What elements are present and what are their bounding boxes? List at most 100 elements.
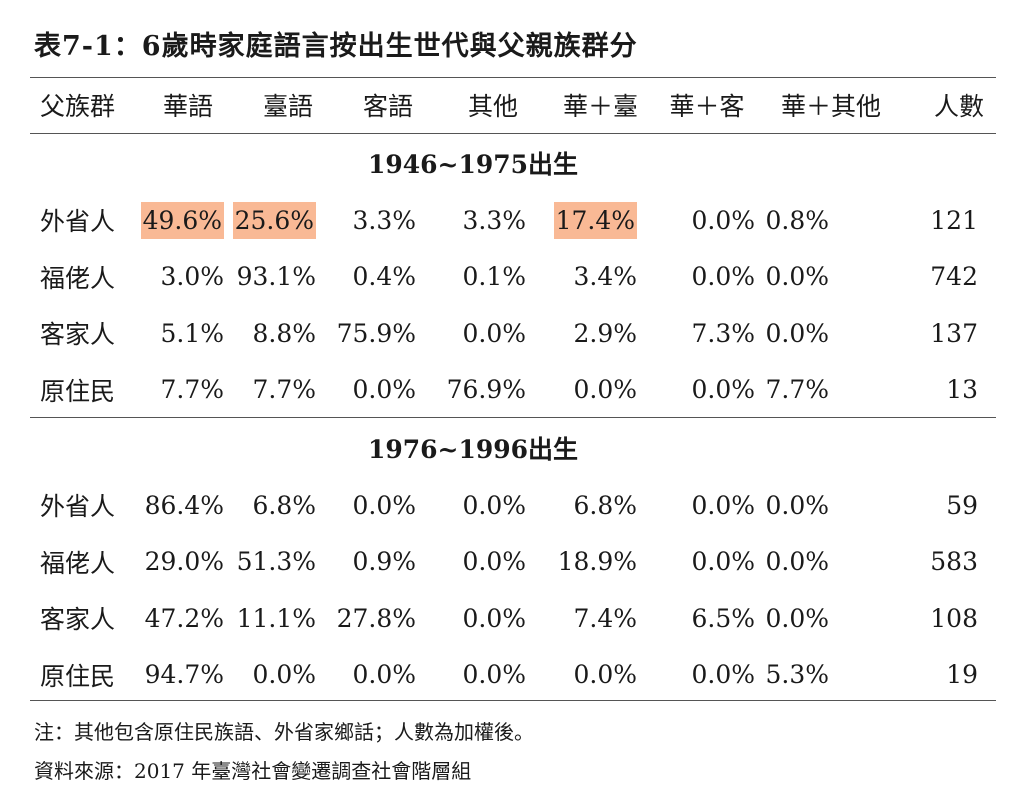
row-group-label: 客家人	[40, 605, 116, 635]
cell-value: 47.2%	[144, 603, 224, 633]
row-group-label: 外省人	[40, 207, 116, 237]
table-cell: 0.0%	[653, 647, 761, 704]
row-count: 121	[930, 205, 978, 235]
table-cell: 0.0%	[653, 534, 761, 591]
table-cell: 0.0%	[761, 590, 901, 647]
table-cell: 7.4%	[548, 590, 653, 647]
column-header-other: 其他	[467, 92, 518, 121]
row-group-label: 原住民	[40, 661, 116, 691]
table-cell: 3.3%	[438, 192, 548, 249]
table-row: 客家人 5.1% 8.8% 75.9% 0.0% 2.9% 7.3% 0.0% 137	[30, 305, 996, 362]
table-cell: 7.3%	[653, 305, 761, 362]
table-cell: 0.8%	[761, 192, 901, 249]
cell-value: 0.0%	[462, 318, 526, 348]
top-rule	[30, 77, 996, 78]
table-cell: 0.0%	[761, 249, 901, 306]
table-cell: 0.0%	[653, 362, 761, 419]
cell-value: 6.8%	[573, 490, 637, 520]
cell-value: 0.0%	[765, 318, 829, 348]
cell-value: 0.0%	[462, 603, 526, 633]
row-count: 13	[946, 375, 978, 405]
cell-value: 0.0%	[691, 660, 755, 690]
cell-value: 0.0%	[462, 660, 526, 690]
period-label: 1946~1975出生	[367, 149, 579, 179]
table-cell: 76.9%	[438, 362, 548, 419]
table-cell: 3.3%	[338, 192, 438, 249]
table-cell: 6.8%	[548, 477, 653, 534]
header-rule	[30, 133, 996, 134]
cell-value: 5.1%	[160, 318, 224, 348]
row-count: 19	[946, 660, 978, 690]
cell-value: 0.0%	[352, 660, 416, 690]
cell-value: 86.4%	[144, 490, 224, 520]
table-cell: 0.0%	[438, 590, 548, 647]
cell-value: 3.3%	[352, 205, 416, 235]
column-header-mandarin-taiwanese: 華＋臺	[562, 92, 638, 121]
cell-value: 3.3%	[462, 205, 526, 235]
table-cell: 0.0%	[653, 477, 761, 534]
period-row: 1976~1996出生	[30, 418, 996, 477]
cell-value: 5.3%	[765, 660, 829, 690]
table-cell: 0.0%	[338, 362, 438, 419]
period-label: 1976~1996出生	[367, 434, 579, 464]
table-cell: 7.7%	[238, 362, 338, 419]
cell-value: 0.0%	[765, 547, 829, 577]
cell-value: 0.4%	[352, 262, 416, 292]
cell-value: 0.0%	[462, 547, 526, 577]
cell-value: 0.0%	[691, 205, 755, 235]
cell-value: 0.0%	[765, 490, 829, 520]
highlighted-value: 49.6%	[140, 201, 224, 239]
table-cell: 51.3%	[237, 534, 338, 591]
row-group-label: 原住民	[40, 376, 116, 406]
table-cell: 6.8%	[238, 477, 338, 534]
table-cell: 47.2%	[138, 590, 238, 647]
table-cell: 0.0%	[761, 477, 901, 534]
row-count: 59	[946, 490, 978, 520]
header-row: 父族群 華語 臺語 客語 其他 華＋臺 華＋客 華＋其他 人數	[30, 77, 996, 133]
highlighted-value: 25.6%	[232, 201, 316, 239]
table-cell: 3.0%	[138, 249, 238, 306]
table-cell: 11.1%	[236, 590, 338, 647]
cell-value: 7.3%	[691, 318, 755, 348]
table-row: 原住民 7.7% 7.7% 0.0% 76.9% 0.0% 0.0% 7.7% 13	[30, 362, 996, 419]
cell-value: 0.8%	[765, 205, 829, 235]
table-cell: 25.6%	[232, 192, 338, 249]
cell-value: 7.7%	[252, 375, 316, 405]
table-cell: 0.0%	[438, 305, 548, 362]
table-cell: 86.4%	[138, 477, 238, 534]
row-group-label: 客家人	[40, 320, 116, 350]
row-count: 583	[930, 547, 978, 577]
cell-value: 0.0%	[252, 660, 316, 690]
table-note: 注：其他包含原住民族語、外省家鄉話；人數為加權後。	[34, 720, 534, 744]
cell-value: 0.0%	[765, 603, 829, 633]
table-cell: 0.0%	[548, 647, 653, 704]
cell-value: 0.0%	[352, 490, 416, 520]
table-cell: 29.0%	[138, 534, 238, 591]
table-cell: 0.0%	[438, 477, 548, 534]
table-row: 福佬人 29.0% 51.3% 0.9% 0.0% 18.9% 0.0% 0.0% 583	[30, 534, 996, 591]
table-title: 表7-1：6歲時家庭語言按出生世代與父親族群分	[34, 31, 638, 62]
row-group-label: 福佬人	[40, 548, 116, 578]
cell-value: 2.9%	[573, 318, 637, 348]
table-cell: 94.7%	[138, 647, 238, 704]
cell-value: 0.0%	[352, 375, 416, 405]
table-cell: 0.1%	[438, 249, 548, 306]
period-heading: 1976~1996出生	[30, 418, 996, 477]
table-row: 福佬人 3.0% 93.1% 0.4% 0.1% 3.4% 0.0% 0.0% 742	[30, 249, 996, 306]
row-count: 108	[930, 603, 978, 633]
cell-value: 11.1%	[236, 603, 316, 633]
row-count: 742	[930, 262, 978, 292]
cell-value: 3.4%	[573, 262, 637, 292]
table-cell: 7.7%	[138, 362, 238, 419]
table-cell: 93.1%	[237, 249, 338, 306]
language-table: 父族群 華語 臺語 客語 其他 華＋臺 華＋客 華＋其他 人數 1946~197…	[30, 77, 996, 703]
cell-value: 0.1%	[462, 262, 526, 292]
highlighted-value: 17.4%	[553, 201, 637, 239]
table-cell: 0.4%	[338, 249, 438, 306]
table-cell: 0.0%	[761, 534, 901, 591]
cell-value: 0.0%	[691, 262, 755, 292]
table-cell: 0.0%	[238, 647, 338, 704]
table-cell: 7.7%	[761, 362, 901, 419]
column-header-taiwanese: 臺語	[262, 92, 313, 121]
